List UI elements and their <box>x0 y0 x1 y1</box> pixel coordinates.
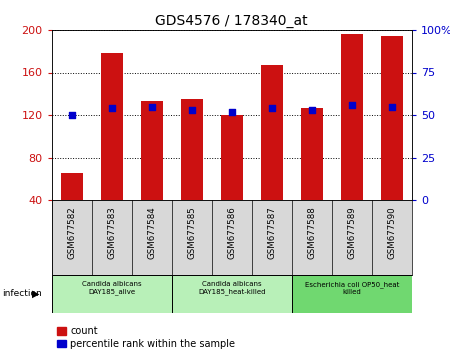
Point <box>188 107 195 113</box>
Bar <box>181 99 203 200</box>
Text: Candida albicans
DAY185_heat-killed: Candida albicans DAY185_heat-killed <box>198 281 266 296</box>
Text: GSM677588: GSM677588 <box>307 206 316 259</box>
Point <box>68 112 75 118</box>
Point <box>308 107 315 113</box>
Bar <box>52 275 172 313</box>
Point <box>268 105 275 111</box>
Point <box>148 104 155 109</box>
Bar <box>101 53 123 200</box>
Text: GSM677590: GSM677590 <box>387 206 396 259</box>
Text: GSM677585: GSM677585 <box>187 206 196 259</box>
Bar <box>301 108 323 200</box>
Bar <box>61 173 83 200</box>
Bar <box>221 115 243 200</box>
Bar <box>141 101 163 200</box>
Text: GSM677582: GSM677582 <box>67 206 76 259</box>
Bar <box>261 65 283 200</box>
Bar <box>172 275 292 313</box>
Legend: count, percentile rank within the sample: count, percentile rank within the sample <box>57 326 235 349</box>
Text: infection: infection <box>2 290 42 298</box>
Title: GDS4576 / 178340_at: GDS4576 / 178340_at <box>155 13 308 28</box>
Text: GSM677583: GSM677583 <box>107 206 116 259</box>
Text: Candida albicans
DAY185_alive: Candida albicans DAY185_alive <box>82 281 142 296</box>
Bar <box>292 275 412 313</box>
Point <box>228 109 235 114</box>
Text: GSM677589: GSM677589 <box>347 206 356 259</box>
Text: GSM677584: GSM677584 <box>147 206 156 259</box>
Text: ▶: ▶ <box>32 289 40 299</box>
Point <box>108 105 115 111</box>
Text: Escherichia coli OP50_heat
killed: Escherichia coli OP50_heat killed <box>305 281 399 296</box>
Bar <box>341 34 363 200</box>
Point <box>348 102 356 108</box>
Bar <box>381 36 403 200</box>
Text: GSM677587: GSM677587 <box>267 206 276 259</box>
Point <box>388 104 396 109</box>
Text: GSM677586: GSM677586 <box>227 206 236 259</box>
